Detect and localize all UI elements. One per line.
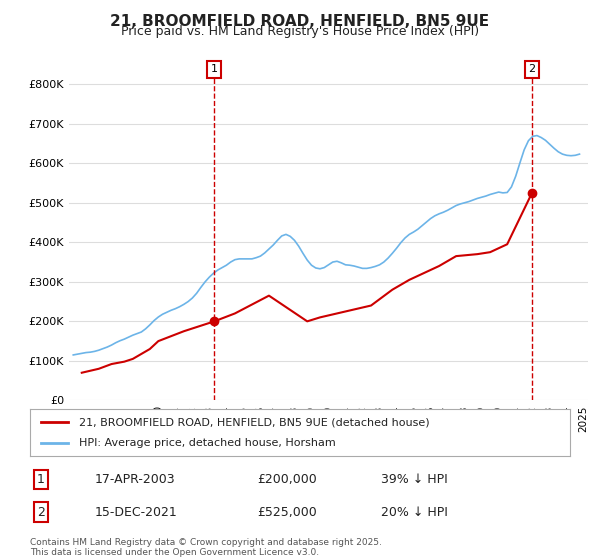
Text: 1: 1: [211, 64, 218, 74]
Text: 17-APR-2003: 17-APR-2003: [95, 473, 175, 486]
Text: 1: 1: [37, 473, 45, 486]
Text: 15-DEC-2021: 15-DEC-2021: [95, 506, 178, 519]
Text: 21, BROOMFIELD ROAD, HENFIELD, BN5 9UE: 21, BROOMFIELD ROAD, HENFIELD, BN5 9UE: [110, 14, 490, 29]
Text: Price paid vs. HM Land Registry's House Price Index (HPI): Price paid vs. HM Land Registry's House …: [121, 25, 479, 38]
Text: 2: 2: [37, 506, 45, 519]
Text: HPI: Average price, detached house, Horsham: HPI: Average price, detached house, Hors…: [79, 438, 335, 448]
Text: 20% ↓ HPI: 20% ↓ HPI: [381, 506, 448, 519]
Text: 21, BROOMFIELD ROAD, HENFIELD, BN5 9UE (detached house): 21, BROOMFIELD ROAD, HENFIELD, BN5 9UE (…: [79, 417, 429, 427]
Text: Contains HM Land Registry data © Crown copyright and database right 2025.
This d: Contains HM Land Registry data © Crown c…: [30, 538, 382, 557]
Text: £200,000: £200,000: [257, 473, 317, 486]
Text: 39% ↓ HPI: 39% ↓ HPI: [381, 473, 448, 486]
Text: £525,000: £525,000: [257, 506, 317, 519]
Text: 2: 2: [529, 64, 536, 74]
